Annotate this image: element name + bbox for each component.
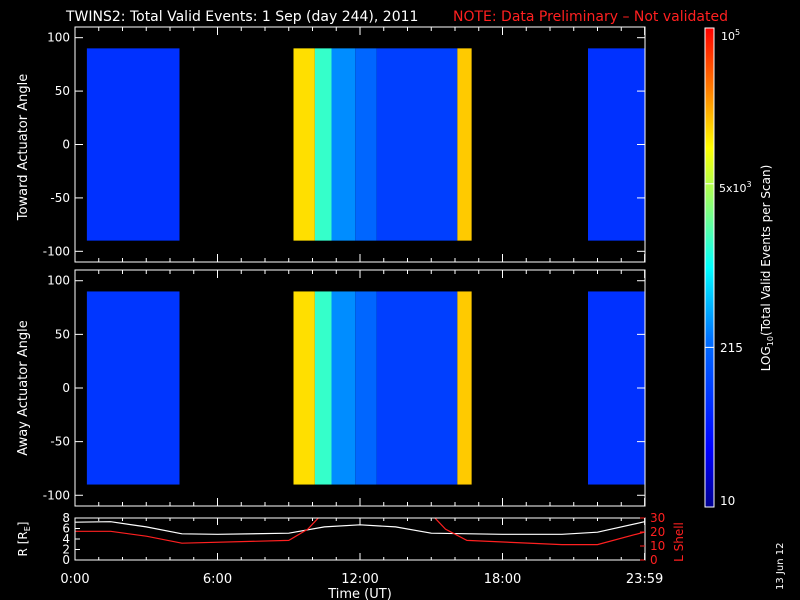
away-segment-6 [457, 291, 472, 485]
orbit-right-ylabel: L Shell [672, 522, 686, 562]
lshell-line [75, 518, 645, 546]
colorbar-tick-1e5: 105 [721, 28, 740, 43]
away-ylabel: Away Actuator Angle [16, 320, 31, 455]
toward-ylabel: Toward Actuator Angle [16, 74, 31, 221]
time-tick-label-2: 12:00 [341, 572, 378, 587]
away-segment-3 [331, 291, 356, 485]
colorbar: 10 215 5x103 105 LOG10(Total Valid Event… [704, 27, 775, 508]
toward-heatmap [86, 48, 645, 241]
colorbar-tick-10: 10 [720, 494, 735, 508]
orbit-left-tick-label-0: 0 [62, 553, 70, 567]
away-ytick-label-3: -50 [50, 435, 70, 449]
away-segment-2 [314, 291, 332, 485]
toward-panel: 100 50 0 -50 -100 Toward Actuator Angle [16, 26, 646, 263]
away-ytick-label-4: -100 [43, 488, 70, 502]
toward-ytick-label-2: 0 [62, 138, 70, 152]
away-segment-4 [355, 291, 377, 485]
away-segment-0 [86, 291, 180, 485]
toward-segment-5 [376, 48, 458, 241]
orbit-right-tick-label-0: 0 [650, 553, 658, 567]
colorbar-label: LOG10(Total Valid Events per Scan) [759, 165, 775, 372]
orbit-left-tick-label-4: 8 [62, 511, 70, 525]
orbit-left-tick-label-1: 2 [62, 543, 70, 557]
away-segment-1 [293, 291, 315, 485]
orbit-right-tick-label-3: 30 [650, 511, 665, 525]
time-tick-label-1: 6:00 [203, 572, 232, 587]
away-segment-5 [376, 291, 458, 485]
orbit-lines [75, 518, 645, 546]
orbit-right-tick-label-1: 10 [650, 539, 665, 553]
orbit-left-tick-label-2: 4 [62, 532, 70, 546]
time-tick-label-0: 0:00 [60, 572, 89, 587]
away-ytick-label-2: 0 [62, 381, 70, 395]
toward-ytick-label-1: 50 [55, 84, 70, 98]
away-y-axis: 100 50 0 -50 -100 [43, 270, 646, 506]
time-tick-label-3: 18:00 [484, 572, 521, 587]
toward-ytick-label-4: -100 [43, 244, 70, 258]
toward-ytick-label-0: 100 [47, 31, 70, 45]
colorbar-ticks [705, 27, 714, 508]
date-stamp: 13 Jun 12 [775, 543, 786, 590]
orbit-right-tick-label-2: 20 [650, 525, 665, 539]
orbit-left-ylabel: R [RE] [16, 522, 32, 557]
away-panel: 100 50 0 -50 -100 Away Actuator Angle [16, 269, 646, 507]
away-ytick-label-0: 100 [47, 274, 70, 288]
orbit-left-tick-label-3: 6 [62, 522, 70, 536]
time-tick-label-4: 23:59 [626, 572, 663, 587]
radius-line [75, 521, 645, 535]
colorbar-tick-215: 215 [720, 341, 743, 355]
toward-y-axis: 100 50 0 -50 -100 [43, 27, 646, 262]
toward-segment-4 [355, 48, 377, 241]
away-segment-7 [588, 291, 645, 485]
colorbar-gradient [704, 27, 715, 508]
colorbar-tick-5e3: 5x103 [719, 180, 752, 195]
toward-segment-6 [457, 48, 472, 241]
toward-segment-2 [314, 48, 332, 241]
toward-segment-7 [588, 48, 645, 241]
away-heatmap [86, 291, 645, 485]
toward-segment-3 [331, 48, 356, 241]
preliminary-note: NOTE: Data Preliminary – Not validated [453, 9, 728, 25]
toward-segment-0 [86, 48, 180, 241]
toward-segment-1 [293, 48, 315, 241]
toward-ytick-label-3: -50 [50, 191, 70, 205]
time-xlabel: Time (UT) [327, 587, 392, 600]
away-ytick-label-1: 50 [55, 327, 70, 341]
figure-title: TWINS2: Total Valid Events: 1 Sep (day 2… [65, 9, 418, 25]
